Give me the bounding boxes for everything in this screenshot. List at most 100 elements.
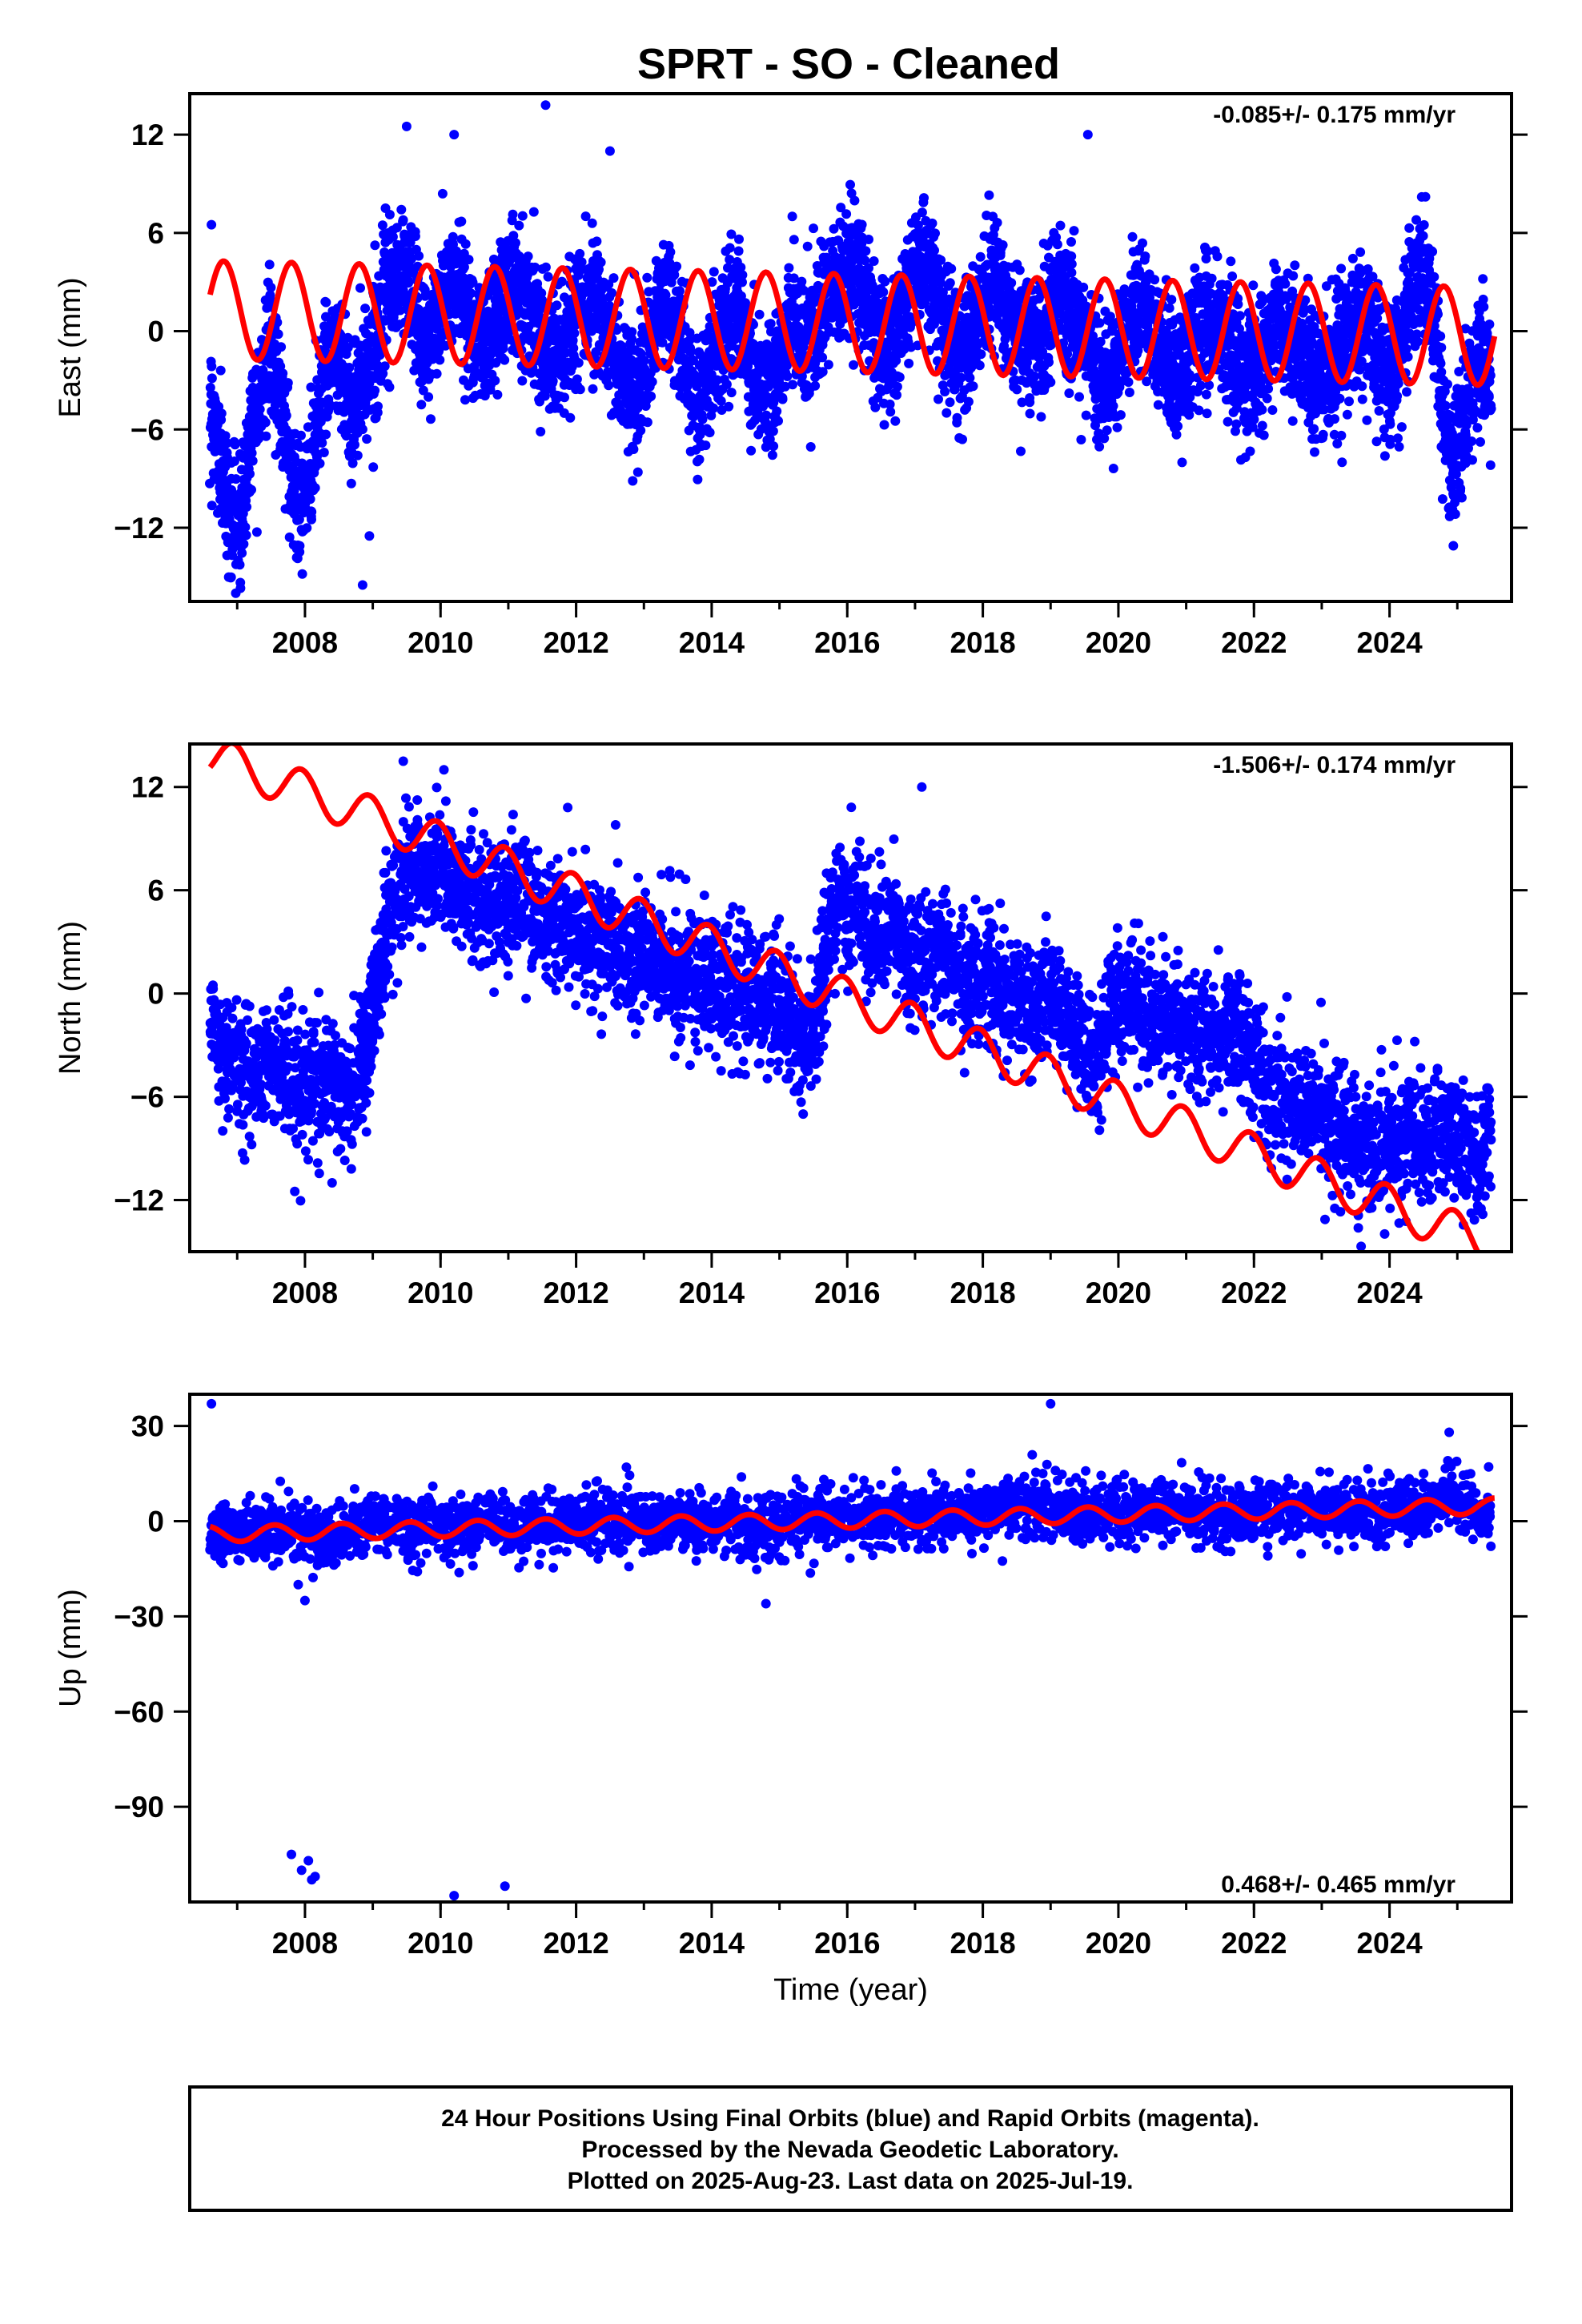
east-data-point — [317, 438, 327, 448]
east-data-point — [572, 374, 582, 384]
east-data-point — [1006, 278, 1017, 288]
east-data-point — [697, 414, 708, 424]
east-data-point — [906, 318, 917, 328]
east-data-point — [396, 204, 407, 215]
east-data-point — [517, 376, 528, 386]
east-data-point — [894, 372, 905, 382]
east-data-point — [724, 401, 734, 412]
east-data-point — [414, 251, 424, 261]
east-data-point — [492, 389, 503, 400]
east-data-point — [849, 195, 860, 206]
east-data-point — [242, 502, 252, 512]
east-data-point — [861, 246, 871, 256]
east-data-point — [919, 193, 929, 203]
east-data-point — [424, 392, 434, 402]
east-data-point — [1138, 238, 1147, 248]
east-data-point — [608, 273, 619, 283]
east-data-point — [968, 381, 978, 392]
east-data-point — [310, 483, 320, 493]
east-data-point — [672, 261, 682, 271]
east-data-point — [646, 391, 656, 401]
east-data-point — [379, 361, 390, 372]
east-data-point — [695, 429, 705, 440]
east-data-point — [810, 380, 821, 391]
east-data-point — [769, 441, 779, 452]
east-data-point — [885, 399, 895, 409]
east-data-point — [929, 319, 939, 329]
east-data-point — [1069, 226, 1079, 236]
east-data-point — [849, 360, 858, 370]
east-data-point — [787, 211, 797, 222]
east-data-point — [490, 376, 500, 386]
east-data-point — [352, 450, 363, 460]
east-data-point — [564, 377, 575, 388]
east-data-point — [784, 263, 794, 273]
east-data-point — [693, 474, 703, 485]
east-data-point — [321, 429, 331, 440]
east-data-point — [694, 454, 705, 464]
east-data-point — [965, 372, 975, 383]
east-data-point — [468, 277, 478, 287]
east-data-point — [1025, 408, 1035, 419]
east-data-point — [437, 188, 448, 199]
east-data-point — [685, 336, 695, 346]
east-data-point — [523, 251, 533, 262]
east-data-point — [517, 211, 528, 221]
east-data-point — [945, 278, 955, 288]
east-data-point — [294, 514, 304, 525]
east-data-point — [514, 220, 524, 231]
east-data-point — [540, 262, 551, 272]
east-data-point — [448, 231, 458, 242]
east-data-point — [1105, 312, 1115, 322]
east-data-point — [904, 358, 914, 368]
east-data-point — [675, 286, 685, 296]
east-data-point — [709, 267, 719, 277]
east-data-point — [346, 478, 356, 489]
east-data-point — [846, 188, 857, 199]
east-data-point — [612, 325, 622, 335]
east-data-point — [575, 384, 585, 395]
figure-title: SPRT - SO - Cleaned — [637, 40, 1060, 88]
east-data-point — [315, 458, 325, 468]
east-data-point — [746, 445, 757, 456]
east-data-point — [536, 288, 547, 299]
east-data-point — [823, 360, 833, 370]
east-data-point — [247, 485, 256, 495]
east-data-point — [726, 388, 737, 398]
east-data-point — [536, 427, 546, 436]
east-data-point — [838, 314, 849, 324]
east-data-point — [409, 365, 420, 376]
east-data-point — [350, 440, 359, 450]
east-data-point — [266, 283, 276, 292]
east-data-point — [628, 444, 639, 454]
east-data-point — [712, 375, 722, 385]
east-data-point — [857, 219, 867, 230]
east-data-point — [220, 431, 231, 441]
east-data-point — [1025, 393, 1035, 403]
east-data-point — [1108, 464, 1118, 473]
east-data-point — [788, 380, 797, 390]
east-data-point — [573, 358, 584, 368]
east-data-point — [215, 365, 226, 376]
east-data-point — [307, 514, 316, 525]
east-data-point — [726, 229, 737, 239]
east-data-point — [500, 355, 510, 365]
east-data-point — [426, 414, 436, 424]
east-data-point — [596, 257, 606, 267]
east-data-point — [992, 218, 1002, 227]
east-data-point — [1044, 357, 1054, 368]
east-data-point — [709, 403, 719, 413]
east-data-point — [222, 438, 232, 448]
east-data-point — [1177, 457, 1187, 468]
east-data-point — [707, 277, 717, 287]
east-data-point — [737, 270, 748, 280]
east-data-point — [245, 468, 255, 479]
east-data-point — [374, 271, 384, 281]
east-data-point — [592, 236, 602, 247]
east-data-point — [370, 240, 380, 251]
east-plot-area — [205, 100, 1498, 598]
east-data-point — [247, 456, 258, 466]
east-data-point — [869, 256, 879, 266]
east-data-point — [235, 560, 245, 570]
east-data-point — [420, 291, 430, 301]
